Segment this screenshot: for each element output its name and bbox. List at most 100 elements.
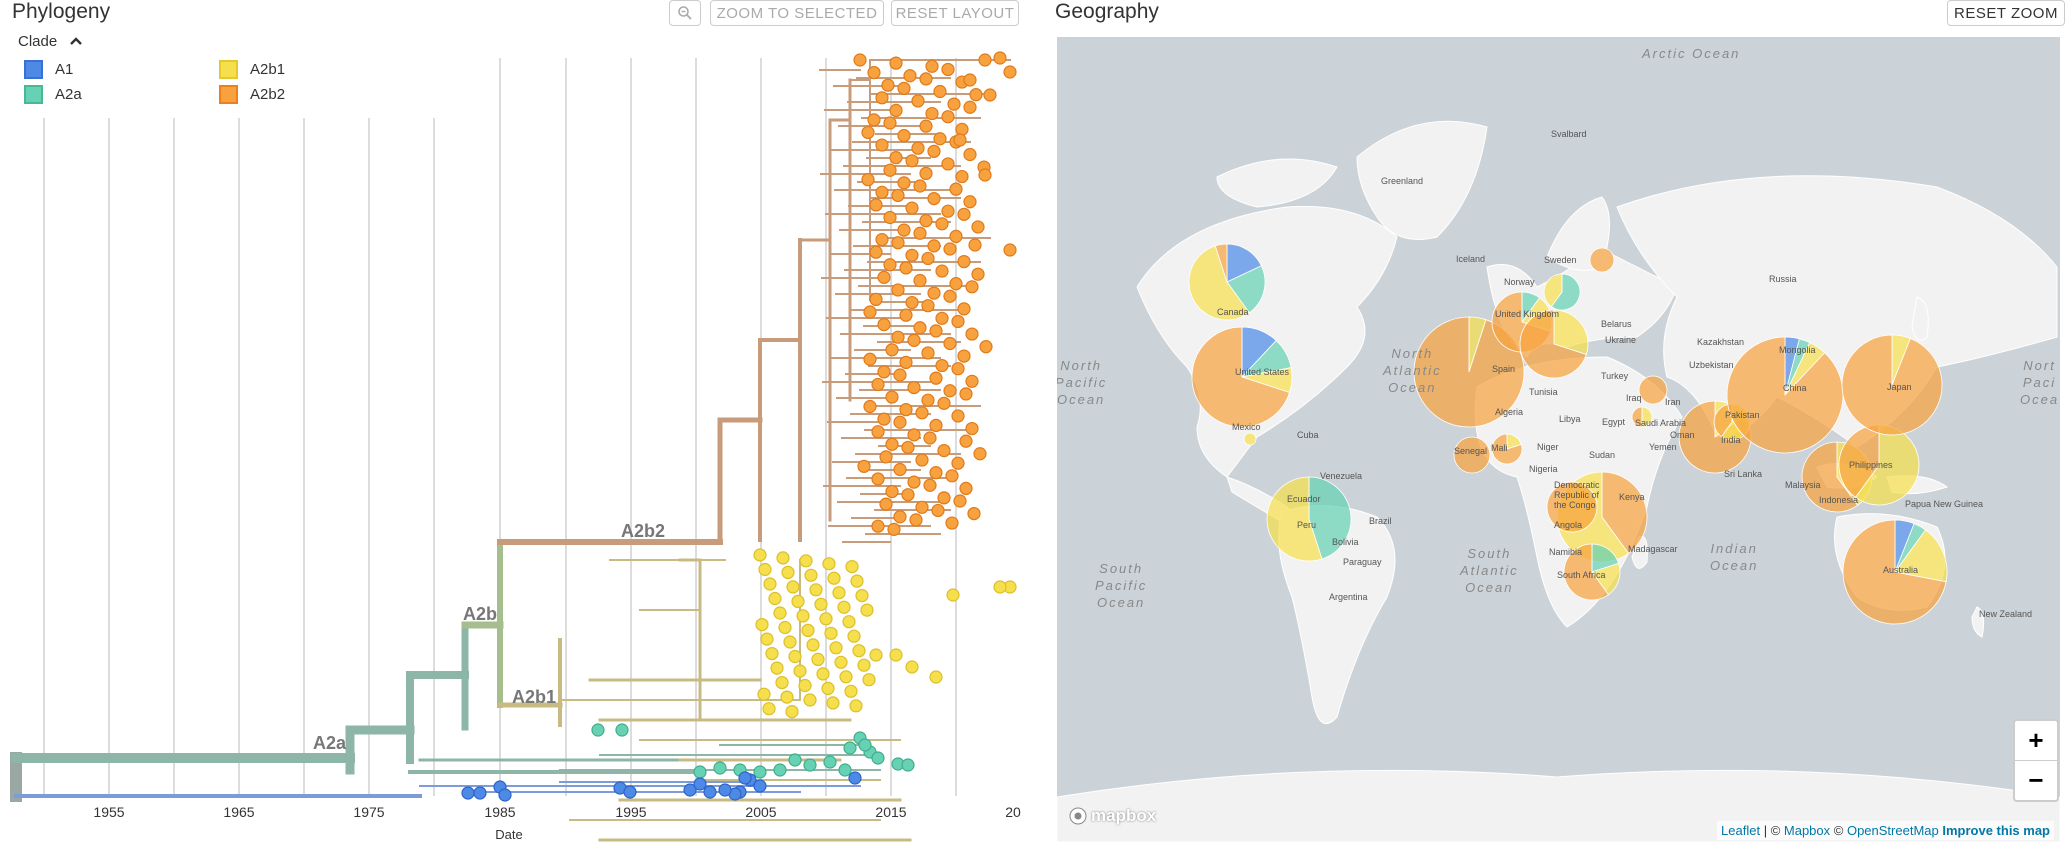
tree-tip[interactable] xyxy=(806,638,820,652)
map-pie-slice[interactable] xyxy=(1894,529,1948,583)
tree-tip[interactable] xyxy=(905,248,919,262)
tree-tip[interactable] xyxy=(875,91,889,105)
tree-tip[interactable] xyxy=(955,169,969,184)
tree-tip[interactable] xyxy=(775,675,789,690)
map-pie-charts[interactable] xyxy=(1188,243,1948,625)
tree-tip[interactable] xyxy=(979,340,993,354)
tree-tip[interactable] xyxy=(591,723,605,737)
tree-tip[interactable] xyxy=(957,255,971,269)
tree-tip[interactable] xyxy=(943,289,957,303)
tree-tip[interactable] xyxy=(935,264,949,278)
tree-tip[interactable] xyxy=(959,387,973,401)
tree-tip[interactable] xyxy=(901,758,915,772)
tree-tip[interactable] xyxy=(893,415,907,429)
tree-tip[interactable] xyxy=(842,615,856,629)
map-pie-slice[interactable] xyxy=(1589,247,1615,273)
tree-tip[interactable] xyxy=(983,88,997,102)
tree-tip[interactable] xyxy=(927,192,941,206)
tree-tip[interactable] xyxy=(965,327,979,341)
tree-tip[interactable] xyxy=(951,409,965,423)
tree-tip[interactable] xyxy=(877,270,891,284)
map-pie-slice[interactable] xyxy=(1631,406,1643,428)
map-pie-slice[interactable] xyxy=(1842,519,1947,625)
tree-tip[interactable] xyxy=(869,245,883,259)
tree-tip[interactable] xyxy=(937,396,951,410)
tree-tip[interactable] xyxy=(949,229,963,243)
tree-tip[interactable] xyxy=(848,771,862,785)
tree-tip[interactable] xyxy=(891,236,905,250)
tree-tip[interactable] xyxy=(753,548,767,562)
tree-tip[interactable] xyxy=(971,267,985,281)
map-pie-slice[interactable] xyxy=(1638,375,1668,405)
tree-tip[interactable] xyxy=(943,242,957,256)
tree-tip[interactable] xyxy=(935,217,949,231)
tree-tip[interactable] xyxy=(919,119,933,133)
map-pie-slice[interactable] xyxy=(1519,309,1587,379)
tree-tip[interactable] xyxy=(883,210,897,225)
tree-tips[interactable] xyxy=(461,51,1017,802)
tree-tip[interactable] xyxy=(897,223,911,237)
tree-tip[interactable] xyxy=(897,176,911,190)
tree-tip[interactable] xyxy=(915,453,929,467)
tree-tip[interactable] xyxy=(907,475,921,489)
tree-tip[interactable] xyxy=(861,125,875,140)
tree-tip[interactable] xyxy=(823,755,837,769)
tree-tip[interactable] xyxy=(929,418,943,432)
tree-tip[interactable] xyxy=(871,519,885,533)
tree-tip[interactable] xyxy=(770,661,784,675)
reset-zoom-button[interactable]: RESET ZOOM xyxy=(1947,0,2065,26)
tree-tip[interactable] xyxy=(905,295,919,310)
tree-tip[interactable] xyxy=(943,384,957,398)
tree-tip[interactable] xyxy=(793,664,807,678)
tree-tip[interactable] xyxy=(899,355,913,369)
tree-tip[interactable] xyxy=(838,763,852,777)
tree-tip[interactable] xyxy=(907,428,921,442)
tree-tip[interactable] xyxy=(897,129,911,143)
tree-tip[interactable] xyxy=(853,53,867,67)
map-pie-slice[interactable] xyxy=(1226,265,1266,314)
tree-tip[interactable] xyxy=(891,188,905,203)
tree-tip[interactable] xyxy=(763,577,777,591)
tree-tip[interactable] xyxy=(903,69,917,83)
tree-tip[interactable] xyxy=(1003,243,1017,257)
map-pie-slice[interactable] xyxy=(1188,245,1250,321)
tree-tip[interactable] xyxy=(461,786,475,800)
tree-tip[interactable] xyxy=(839,670,853,684)
map-pie-slice[interactable] xyxy=(1491,433,1523,465)
map-pie-slice[interactable] xyxy=(1243,432,1257,446)
tree-tip[interactable] xyxy=(760,632,774,646)
map-pie-slice[interactable] xyxy=(1453,436,1491,474)
tree-tip[interactable] xyxy=(929,670,943,684)
mapbox-logo[interactable]: mapbox xyxy=(1069,806,1156,826)
tree-tip[interactable] xyxy=(858,738,872,752)
tree-tip[interactable] xyxy=(776,551,790,565)
tree-tip[interactable] xyxy=(683,783,697,797)
tree-tip[interactable] xyxy=(814,597,828,611)
tree-tip[interactable] xyxy=(909,513,923,527)
tree-tip[interactable] xyxy=(821,681,835,696)
tree-tip[interactable] xyxy=(978,53,992,67)
tree-tip[interactable] xyxy=(824,626,838,640)
tree-tip[interactable] xyxy=(871,751,885,765)
tree-tip[interactable] xyxy=(857,658,871,672)
tree-tip[interactable] xyxy=(803,758,817,772)
tree-tip[interactable] xyxy=(781,565,795,580)
tree-tip[interactable] xyxy=(957,302,971,316)
tree-tip[interactable] xyxy=(877,318,891,332)
tree-tip[interactable] xyxy=(915,406,929,420)
tree-tip[interactable] xyxy=(845,559,859,574)
tree-tip[interactable] xyxy=(801,623,815,638)
tree-tip[interactable] xyxy=(785,704,799,719)
tree-tip[interactable] xyxy=(713,761,727,775)
tree-tip[interactable] xyxy=(869,198,883,212)
map-pie-slice[interactable] xyxy=(1191,326,1291,428)
tree-tip[interactable] xyxy=(978,168,992,182)
tree-tip[interactable] xyxy=(796,609,810,623)
tree-tip[interactable] xyxy=(1003,65,1017,79)
tree-tip[interactable] xyxy=(834,655,848,669)
tree-tip[interactable] xyxy=(899,403,913,417)
map-pie-slice[interactable] xyxy=(1801,441,1859,513)
tree-tip[interactable] xyxy=(899,308,913,322)
tree-tip[interactable] xyxy=(935,311,949,325)
tree-tip[interactable] xyxy=(929,324,943,338)
